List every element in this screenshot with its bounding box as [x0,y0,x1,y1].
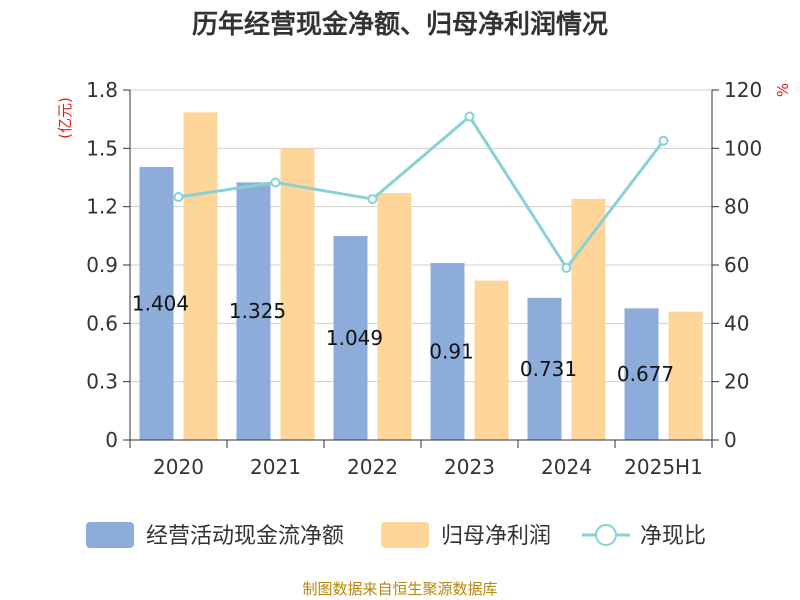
bars [139,112,703,441]
y-left-tick-label: 0.9 [86,253,118,277]
data-label-cashflow: 0.91 [429,340,474,364]
y-left-tick-label: 0.3 [86,370,118,394]
y-left-tick-label: 0.6 [86,311,118,335]
ratio-point [367,194,378,205]
legend-swatch-profit [381,522,429,548]
y-right-unit: % [774,83,792,97]
legend-label-profit: 归母净利润 [441,524,551,549]
y-right-tick-label: 20 [724,370,749,394]
x-tick-label: 2024 [541,455,592,479]
y-left-tick-label: 1.8 [86,78,118,102]
legend: 经营活动现金流净额 归母净利润 净现比 [86,522,706,549]
bar-cashflow [236,182,271,440]
y-right-tick-label: 100 [724,136,762,160]
bar-profit [377,193,412,440]
chart-title: 历年经营现金净额、归母净利润情况 [192,9,608,40]
x-tick-label: 2025H1 [624,455,703,479]
y-right-tick-label: 0 [724,428,737,452]
ratio-line-path [178,114,665,271]
bar-cashflow [430,263,465,440]
x-tick-label: 2021 [250,455,301,479]
ratio-point [658,135,669,146]
grid-lines [130,89,712,383]
legend-marker-ratio [595,524,617,546]
bar-profit [280,148,315,441]
y-right-tick-label: 120 [724,78,762,102]
bar-profit [571,198,606,440]
bar-profit [668,311,703,440]
bar-cashflow [527,297,562,440]
bar-cashflow [139,167,174,440]
data-label-cashflow: 1.325 [229,299,286,323]
data-label-cashflow: 1.404 [132,292,189,316]
y-right-tick-label: 40 [724,311,749,335]
ratio-point [561,262,572,273]
data-label-cashflow: 1.049 [326,326,383,350]
y-left-tick-label: 0 [105,428,118,452]
y-left-unit: (亿元) [56,97,74,139]
bar-profit [183,112,218,440]
x-tick-label: 2022 [347,455,398,479]
x-tick-label: 2023 [444,455,495,479]
ratio-point [173,192,184,203]
bar-cashflow [333,236,368,440]
bar-profit [474,280,509,440]
y-right-tick-label: 60 [724,253,749,277]
legend-label-cashflow: 经营活动现金流净额 [146,524,344,549]
data-label-cashflow: 0.677 [617,362,674,386]
axes: 0 0.3 0.6 0.9 1.2 1.5 1.8 0 20 40 60 80 100 120 2020 20… [86,78,762,479]
ratio-line [173,111,669,273]
y-right-tick-label: 80 [724,195,749,219]
x-tick-label: 2020 [153,455,204,479]
y-left-tick-label: 1.5 [86,136,118,160]
y-left-tick-label: 1.2 [86,195,118,219]
ratio-point [464,111,475,122]
bar-cashflow [624,308,659,440]
legend-label-ratio: 净现比 [640,524,706,549]
data-labels: 1.404 1.325 1.049 0.91 0.731 0.677 [132,292,674,387]
ratio-point [270,177,281,188]
data-label-cashflow: 0.731 [520,357,577,381]
legend-swatch-cashflow [86,522,134,548]
data-source-note: 制图数据来自恒生聚源数据库 [302,580,497,598]
